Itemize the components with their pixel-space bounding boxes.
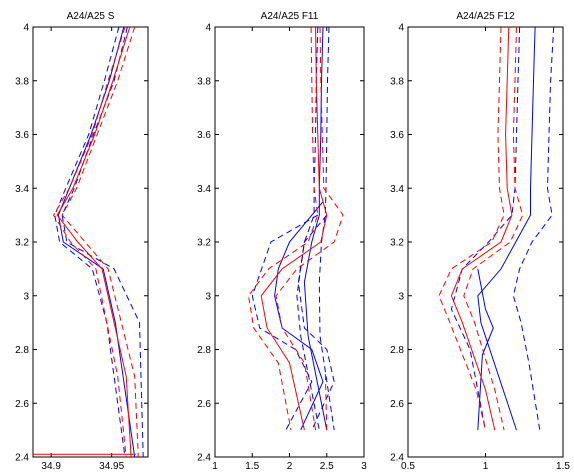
y-tick-label: 3.8 — [390, 76, 404, 87]
series-line-2-9 — [247, 26, 319, 431]
series-line-3-6 — [463, 26, 524, 431]
series-line-1-3 — [54, 26, 126, 458]
y-tick-label: 3 — [205, 291, 211, 302]
x-tick-label: 1 — [483, 461, 489, 472]
y-tick-label: 2.6 — [390, 399, 404, 410]
series-line-3-7 — [438, 26, 505, 431]
y-tick-label: 3.2 — [15, 238, 29, 249]
y-tick-label: 2.8 — [390, 345, 404, 356]
y-tick-label: 2.6 — [197, 399, 211, 410]
series-line-2-4 — [274, 201, 324, 431]
x-tick-label: 2 — [287, 461, 293, 472]
series-line-2-5 — [251, 214, 319, 431]
panel-title-3: A24/A25 F12 — [456, 11, 515, 22]
series-line-2-2 — [318, 26, 335, 431]
y-tick-label: 2.4 — [15, 453, 29, 464]
axes-frame-1 — [32, 26, 149, 458]
y-tick-label: 3.2 — [197, 238, 211, 249]
x-tick-label: 1 — [212, 461, 218, 472]
x-tick-label: 34.9 — [41, 461, 61, 472]
y-tick-label: 3.6 — [390, 130, 404, 141]
panel-title-1: A24/A25 S — [67, 11, 115, 22]
series-line-3-4 — [477, 268, 494, 431]
y-tick-label: 3.4 — [15, 184, 29, 195]
x-tick-label: 1.5 — [556, 461, 570, 472]
series-line-1-4 — [56, 26, 132, 458]
series-line-1-5 — [61, 26, 139, 458]
series-line-2-8 — [275, 26, 344, 431]
y-tick-label: 3.8 — [15, 76, 29, 87]
y-tick-label: 2.8 — [197, 345, 211, 356]
x-tick-label: 34.95 — [99, 461, 124, 472]
y-tick-label: 3.4 — [390, 184, 404, 195]
series-line-3-1 — [477, 26, 536, 431]
y-tick-label: 4 — [205, 23, 211, 34]
series-line-3-2 — [512, 26, 555, 431]
y-tick-label: 4 — [23, 23, 29, 34]
y-tick-label: 3.6 — [15, 130, 29, 141]
y-tick-label: 3 — [398, 291, 404, 302]
series-line-3-5 — [450, 26, 513, 431]
series-line-2-6 — [297, 214, 335, 431]
y-tick-label: 3.6 — [197, 130, 211, 141]
series-line-3-3 — [450, 26, 521, 431]
y-tick-label: 3.8 — [197, 76, 211, 87]
panel-title-2: A24/A25 F11 — [261, 11, 319, 22]
y-tick-label: 2.4 — [390, 453, 404, 464]
series-line-1-6 — [53, 26, 127, 458]
y-tick-label: 3.4 — [197, 184, 211, 195]
axes-frame-3 — [407, 26, 564, 458]
series-line-2-7 — [260, 26, 328, 431]
series-line-1-1 — [57, 26, 136, 458]
y-tick-label: 4 — [398, 23, 404, 34]
x-tick-label: 3 — [361, 461, 367, 472]
x-tick-label: 0.5 — [401, 461, 415, 472]
x-tick-label: 1.5 — [245, 461, 259, 472]
y-tick-label: 3.2 — [390, 238, 404, 249]
series-line-2-3 — [296, 26, 320, 431]
x-tick-label: 2.5 — [320, 461, 334, 472]
y-tick-label: 2.6 — [15, 399, 29, 410]
y-tick-label: 2.8 — [15, 345, 29, 356]
y-tick-label: 2.4 — [197, 453, 211, 464]
series-line-1-2 — [61, 26, 144, 458]
y-tick-label: 3 — [23, 291, 29, 302]
